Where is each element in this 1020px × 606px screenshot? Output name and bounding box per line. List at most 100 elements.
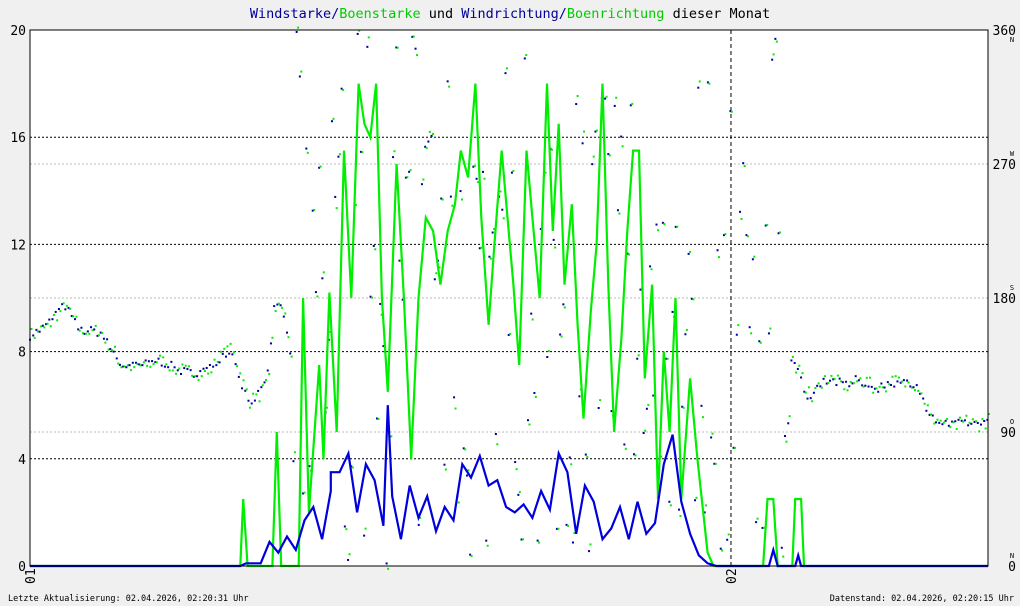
gust-direction-point (142, 361, 145, 364)
gust-direction-point (525, 53, 528, 56)
wind-direction-point (340, 87, 343, 90)
wind-direction-point (224, 355, 227, 358)
gust-direction-point (348, 553, 351, 556)
gust-direction-point (978, 430, 981, 433)
wind-direction-point (935, 421, 938, 424)
gust-direction-point (897, 376, 900, 379)
gust-speed-series (30, 83, 988, 568)
wind-direction-point (257, 389, 260, 392)
gust-direction-point (522, 538, 525, 541)
wind-direction-point (613, 104, 616, 107)
gust-direction-point (586, 455, 589, 458)
wind-direction-point (575, 103, 578, 106)
wind-direction-point (501, 208, 504, 211)
wind-direction-point (732, 446, 735, 449)
gust-direction-point (624, 447, 627, 450)
gust-direction-point (415, 54, 418, 57)
wind-direction-point (83, 332, 86, 335)
gust-direction-point (287, 336, 290, 339)
gust-direction-point (913, 389, 916, 392)
gust-direction-point (708, 82, 711, 85)
wind-direction-point (591, 163, 594, 166)
gust-direction-point (342, 88, 345, 91)
gust-direction-point (666, 357, 669, 360)
gust-direction-point (477, 181, 480, 184)
gust-direction-point (72, 315, 75, 318)
gust-direction-point (885, 390, 888, 393)
gust-direction-point (888, 383, 891, 386)
gust-direction-point (281, 306, 284, 309)
gust-direction-point (326, 406, 329, 409)
wind-direction-point (147, 360, 150, 363)
wind-direction-point (504, 72, 507, 75)
gust-direction-point (721, 549, 724, 552)
gust-direction-point (772, 53, 775, 56)
wind-direction-point (626, 252, 629, 255)
gust-direction-point (126, 364, 129, 367)
gust-direction-point (59, 310, 62, 313)
wind-direction-point (963, 419, 966, 422)
wind-direction-point (469, 553, 472, 556)
gust-direction-point (981, 417, 984, 420)
y-left-tick-labels: 0 4 8 12 16 20 (10, 24, 26, 575)
gust-direction-point (824, 375, 827, 378)
y-right-tick-360: 360 (993, 24, 1016, 39)
wind-direction-point (154, 361, 157, 364)
wind-direction-point (64, 308, 67, 311)
gust-direction-point (881, 386, 884, 389)
wind-direction-point (411, 35, 414, 38)
gust-direction-point (470, 555, 473, 558)
wind-direction-point (546, 356, 549, 359)
wind-direction-point (594, 130, 597, 133)
wind-direction-point (90, 326, 93, 329)
gust-direction-point (303, 491, 306, 494)
wind-direction-point (967, 424, 970, 427)
wind-direction-point (751, 258, 754, 261)
gust-direction-point (573, 532, 576, 535)
gust-direction-point (245, 388, 248, 391)
gust-direction-point (425, 147, 428, 150)
wind-direction-point (822, 377, 825, 380)
plot-area (30, 30, 988, 566)
wind-direction-point (282, 315, 285, 318)
gust-direction-point (152, 363, 155, 366)
gust-direction-point (213, 358, 216, 361)
wind-direction-point (703, 511, 706, 514)
wind-direction-point (755, 521, 758, 524)
wind-direction-point (99, 331, 102, 334)
gust-direction-point (894, 375, 897, 378)
wind-direction-point (45, 323, 48, 326)
gust-direction-point (705, 504, 708, 507)
gust-direction-point (438, 266, 441, 269)
wind-direction-point (893, 385, 896, 388)
gust-direction-point (197, 378, 200, 381)
wind-direction-point (308, 465, 311, 468)
wind-direction-point (70, 315, 73, 318)
wind-direction-point (809, 397, 812, 400)
gust-direction-point (496, 443, 499, 446)
wind-direction-point (276, 303, 279, 306)
x-tick-labels: 01 02 (24, 568, 740, 584)
wind-direction-point (694, 499, 697, 502)
gust-direction-point (85, 332, 88, 335)
x-tick-01: 01 (24, 568, 39, 584)
gust-direction-point (737, 324, 740, 327)
wind-direction-point (941, 423, 944, 426)
gust-direction-point (833, 377, 836, 380)
wind-direction-point (758, 340, 761, 343)
gust-direction-point (387, 567, 390, 570)
wind-direction-point (710, 436, 713, 439)
gust-direction-point (644, 429, 647, 432)
wind-direction-point (67, 306, 70, 309)
gust-direction-point (65, 304, 68, 307)
y-left-tick-12: 12 (10, 238, 26, 253)
wind-direction-point (151, 360, 154, 363)
gust-direction-point (371, 296, 374, 299)
direction-points (29, 26, 990, 570)
gust-direction-point (965, 414, 968, 417)
wind-direction-point (356, 32, 359, 35)
wind-direction-point (838, 377, 841, 380)
wind-direction-point (607, 153, 610, 156)
gust-direction-point (33, 336, 36, 339)
gust-direction-point (146, 364, 149, 367)
